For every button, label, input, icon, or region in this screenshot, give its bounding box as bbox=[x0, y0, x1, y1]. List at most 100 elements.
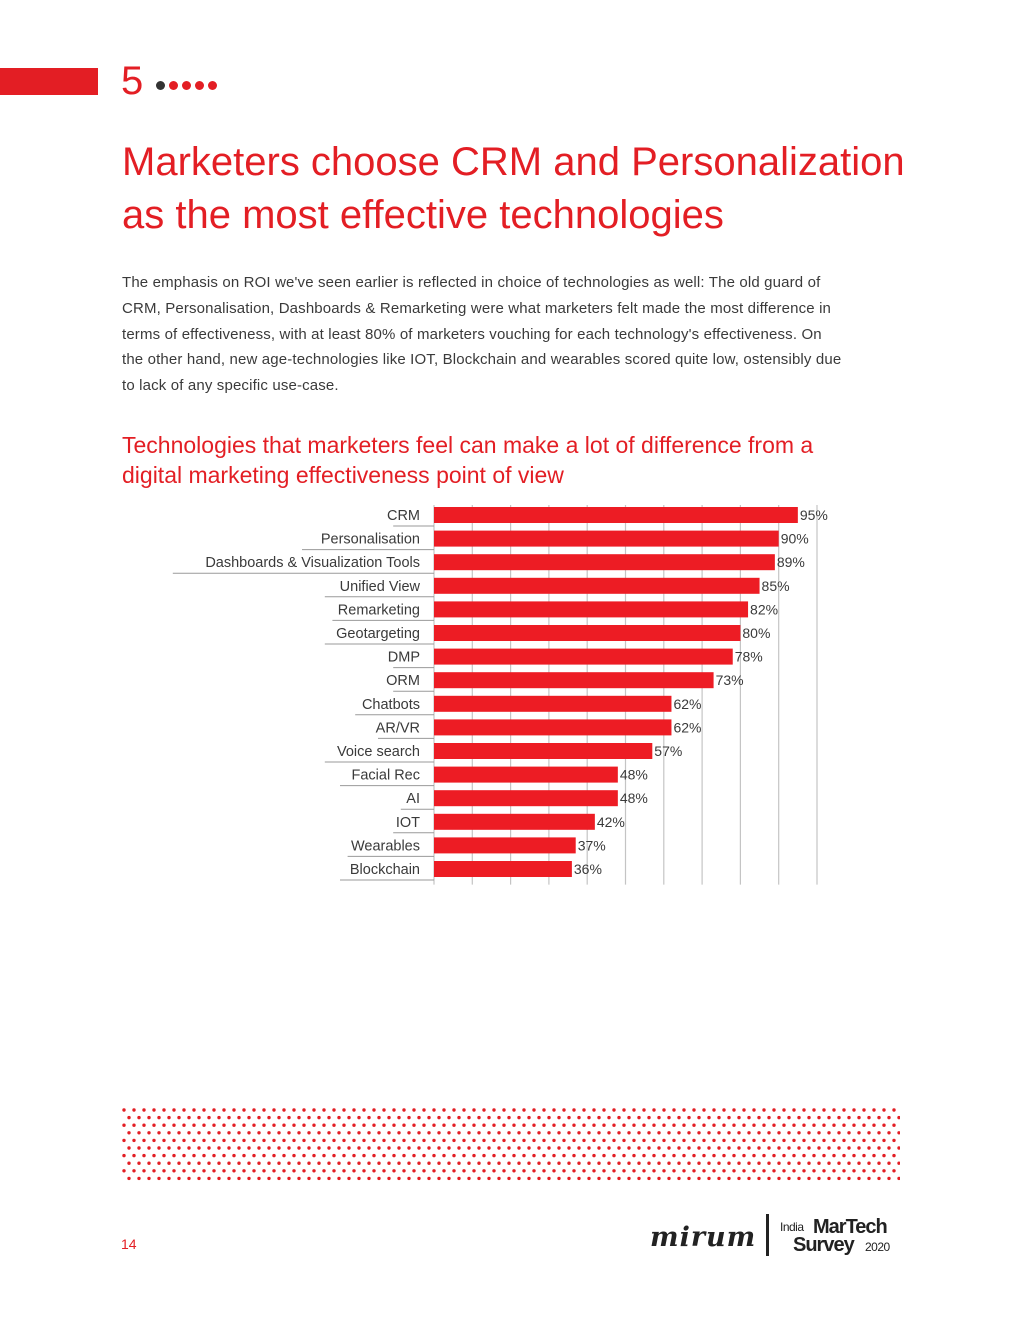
pattern-dot bbox=[687, 1161, 691, 1165]
pattern-dot bbox=[127, 1176, 131, 1181]
pattern-dot bbox=[542, 1153, 546, 1158]
pattern-dot bbox=[237, 1161, 241, 1165]
pattern-dot bbox=[362, 1169, 366, 1173]
pattern-dot bbox=[367, 1161, 371, 1165]
pattern-dot bbox=[352, 1108, 356, 1112]
pattern-dot bbox=[877, 1176, 881, 1181]
pattern-dot bbox=[517, 1131, 521, 1135]
mirum-logo: mirum bbox=[650, 1222, 757, 1253]
pattern-dot bbox=[642, 1108, 646, 1112]
pattern-dot bbox=[147, 1131, 151, 1135]
pattern-dot bbox=[832, 1123, 836, 1127]
pattern-dot bbox=[792, 1153, 796, 1158]
pattern-dot bbox=[597, 1161, 601, 1165]
bar bbox=[434, 577, 760, 594]
intro-line: terms of effectiveness, with at least 80… bbox=[122, 325, 822, 343]
pattern-dot bbox=[592, 1153, 596, 1158]
pattern-dot bbox=[237, 1131, 241, 1135]
pattern-dot bbox=[452, 1138, 456, 1143]
pattern-dot bbox=[727, 1146, 731, 1150]
pattern-dot bbox=[237, 1146, 241, 1150]
pattern-dot bbox=[797, 1115, 801, 1120]
pattern-dot bbox=[657, 1131, 661, 1135]
pattern-dot bbox=[472, 1123, 476, 1127]
pattern-dot bbox=[537, 1131, 541, 1135]
pattern-dot bbox=[312, 1123, 316, 1127]
pattern-dot bbox=[732, 1169, 736, 1173]
pattern-dot bbox=[427, 1176, 431, 1181]
pattern-dot bbox=[242, 1153, 246, 1158]
pattern-dot bbox=[282, 1138, 286, 1143]
pattern-dot bbox=[472, 1108, 476, 1112]
pattern-dot bbox=[847, 1176, 851, 1181]
pattern-dot bbox=[517, 1146, 521, 1150]
pattern-dot bbox=[527, 1161, 531, 1165]
pattern-dot bbox=[197, 1131, 201, 1135]
pattern-dot bbox=[522, 1169, 526, 1173]
pattern-dot bbox=[442, 1153, 446, 1158]
survey-logo: India MarTech Survey 2020 bbox=[780, 1216, 900, 1260]
pattern-dot bbox=[277, 1161, 281, 1165]
pattern-dot bbox=[857, 1131, 861, 1135]
pattern-dot bbox=[862, 1169, 866, 1173]
pattern-dot bbox=[377, 1176, 381, 1181]
pattern-dot bbox=[447, 1115, 451, 1120]
pattern-dot bbox=[372, 1108, 376, 1112]
pattern-dot bbox=[732, 1123, 736, 1127]
pattern-dot bbox=[662, 1153, 666, 1158]
pattern-dot bbox=[207, 1161, 211, 1165]
pattern-dot bbox=[897, 1131, 900, 1135]
pattern-dot bbox=[577, 1146, 581, 1150]
pattern-dot bbox=[562, 1108, 566, 1112]
pattern-dot bbox=[552, 1138, 556, 1143]
bar bbox=[434, 554, 775, 571]
pattern-dot bbox=[172, 1138, 176, 1143]
pattern-dot bbox=[507, 1131, 511, 1135]
pattern-dot bbox=[457, 1115, 461, 1120]
pattern-dot bbox=[802, 1123, 806, 1127]
pattern-dot bbox=[852, 1169, 856, 1173]
pattern-dot bbox=[427, 1146, 431, 1150]
pattern-dot bbox=[167, 1146, 171, 1150]
pattern-dot bbox=[472, 1138, 476, 1143]
pattern-dot bbox=[517, 1115, 521, 1120]
pattern-dot bbox=[387, 1131, 391, 1135]
pattern-dot bbox=[762, 1169, 766, 1173]
pattern-dot bbox=[162, 1123, 166, 1127]
pattern-dot bbox=[882, 1169, 886, 1173]
pattern-dot bbox=[422, 1138, 426, 1143]
pattern-dot bbox=[862, 1123, 866, 1127]
pattern-dot bbox=[467, 1146, 471, 1150]
pattern-dot bbox=[332, 1108, 336, 1112]
pattern-dot bbox=[782, 1153, 786, 1158]
pattern-dot bbox=[867, 1176, 871, 1181]
pattern-dot bbox=[467, 1131, 471, 1135]
pattern-dot bbox=[622, 1108, 626, 1112]
pattern-dot bbox=[502, 1153, 506, 1158]
pattern-dot bbox=[662, 1123, 666, 1127]
pattern-dot bbox=[187, 1115, 191, 1120]
pattern-dot bbox=[322, 1169, 326, 1173]
pattern-dot bbox=[302, 1169, 306, 1173]
pattern-dot bbox=[532, 1153, 536, 1158]
pattern-dot bbox=[272, 1153, 276, 1158]
pattern-dot bbox=[272, 1123, 276, 1127]
pattern-dot bbox=[277, 1115, 281, 1120]
pattern-dot bbox=[517, 1176, 521, 1181]
pattern-dot bbox=[782, 1138, 786, 1143]
pattern-dot bbox=[792, 1169, 796, 1173]
pattern-dot bbox=[642, 1153, 646, 1158]
pattern-dot bbox=[532, 1169, 536, 1173]
pattern-dot bbox=[332, 1138, 336, 1143]
pattern-dot bbox=[777, 1146, 781, 1150]
pattern-dot bbox=[357, 1131, 361, 1135]
pattern-dot bbox=[787, 1161, 791, 1165]
pattern-dot bbox=[787, 1131, 791, 1135]
pattern-dot bbox=[647, 1115, 651, 1120]
pattern-dot bbox=[537, 1161, 541, 1165]
pattern-dot bbox=[447, 1146, 451, 1150]
value-label: 78% bbox=[735, 649, 763, 665]
pattern-dot bbox=[512, 1138, 516, 1143]
pattern-dot bbox=[722, 1123, 726, 1127]
pattern-dot bbox=[697, 1176, 701, 1181]
